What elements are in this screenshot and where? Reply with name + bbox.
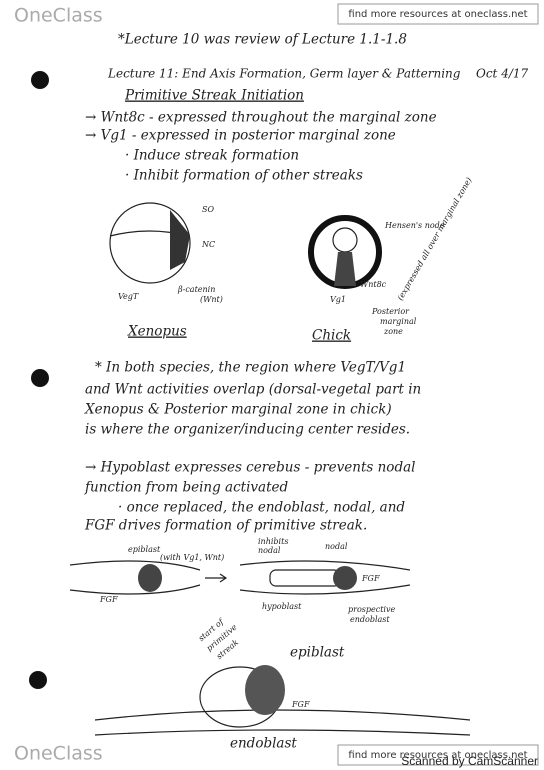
subtitle: Primitive Streak Initiation <box>124 88 304 104</box>
scanner-mark: Scanned by CamScanner <box>401 754 538 768</box>
text-line: · once replaced, the endoblast, nodal, a… <box>118 500 405 516</box>
label: FGF <box>291 700 310 709</box>
label: epiblast <box>290 645 345 661</box>
note: *Lecture 10 was review of Lecture 1.1-1.… <box>118 32 407 48</box>
label: endoblast <box>230 736 297 752</box>
label: hypoblast <box>262 602 302 611</box>
label: VegT <box>118 292 139 301</box>
text-line: → Hypoblast expresses cerebus - prevents… <box>85 460 415 476</box>
title: Lecture 11: End Axis Formation, Germ lay… <box>107 67 461 81</box>
label: β-catenin <box>177 285 215 294</box>
footer-link-box <box>337 744 539 766</box>
label: Hensen's node <box>384 221 445 230</box>
footer-logo: OneClass <box>14 743 103 765</box>
label: SO <box>202 205 214 214</box>
streak-diagram <box>69 560 471 736</box>
paragraph-line: and Wnt activities overlap (dorsal-veget… <box>85 382 421 398</box>
label: FGF <box>361 574 380 583</box>
label: inhibits <box>258 537 288 546</box>
label: epiblast <box>128 545 161 554</box>
text-line: function from being activated <box>84 480 288 496</box>
text-line: FGF drives formation of primitive streak… <box>84 518 367 534</box>
punch-hole <box>31 71 49 89</box>
label: Vg1 <box>330 295 346 304</box>
label: nodal <box>258 546 281 555</box>
chick-diagram <box>308 215 382 289</box>
label: (Wnt) <box>200 295 223 304</box>
caption: Chick <box>312 328 351 344</box>
paragraph-line: is where the organizer/inducing center r… <box>85 422 410 438</box>
text-line: → Wnt8c - expressed throughout the margi… <box>85 110 437 126</box>
label: Posterior <box>371 307 410 316</box>
text-line: → Vg1 - expressed in posterior marginal … <box>85 128 396 144</box>
punch-hole <box>29 671 47 689</box>
header-logo: OneClass <box>14 5 103 27</box>
label: FGF <box>99 595 118 604</box>
date: Oct 4/17 <box>476 67 529 81</box>
text-line: · Induce streak formation <box>125 148 299 164</box>
text-line: · Inhibit formation of other streaks <box>125 168 363 184</box>
label: zone <box>383 327 403 336</box>
paragraph-line: * In both species, the region where VegT… <box>95 360 406 376</box>
label: endoblast <box>350 615 390 624</box>
paragraph-line: Xenopus & Posterior marginal zone in chi… <box>84 402 392 418</box>
label: NC <box>201 240 215 249</box>
label: marginal <box>380 317 417 326</box>
footer-link[interactable]: find more resources at oneclass.net <box>348 750 527 761</box>
xenopus-diagram <box>109 202 191 284</box>
header-link-box <box>337 3 539 25</box>
label: nodal <box>325 542 348 551</box>
header-link[interactable]: find more resources at oneclass.net <box>348 9 527 20</box>
label: (with Vg1, Wnt) <box>160 553 224 562</box>
punch-hole <box>31 369 49 387</box>
label: Wnt8c <box>360 280 387 289</box>
caption: Xenopus <box>127 324 187 340</box>
label: prospective <box>348 605 395 614</box>
